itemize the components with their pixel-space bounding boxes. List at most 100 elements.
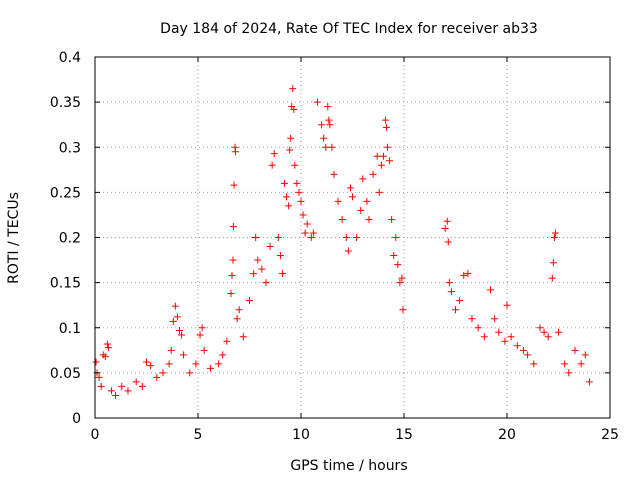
roti-point — [171, 302, 179, 310]
roti-point — [334, 197, 342, 205]
roti-point — [551, 229, 559, 237]
roti-point — [357, 206, 365, 214]
roti-point — [344, 247, 352, 255]
roti-point — [365, 215, 373, 223]
roti-point — [252, 234, 260, 241]
roti-point — [278, 270, 286, 278]
roti-point — [198, 324, 206, 332]
roti-point — [381, 116, 389, 124]
roti-point — [291, 161, 299, 169]
x-tick-labels: 0 5 10 15 20 25 — [91, 427, 619, 443]
roti-point — [342, 234, 350, 241]
roti-point — [379, 152, 387, 160]
roti-point — [571, 346, 579, 354]
y-tick-label: 0.15 — [50, 276, 81, 292]
roti-point — [276, 252, 284, 260]
roti-point — [104, 344, 112, 352]
roti-point — [577, 360, 585, 368]
roti-point — [369, 170, 377, 178]
roti-point — [283, 193, 291, 201]
roti-point — [124, 387, 132, 395]
roti-point — [107, 387, 115, 395]
y-tick-label: 0 — [72, 411, 81, 427]
roti-point — [519, 346, 527, 354]
roti-point — [231, 148, 239, 156]
y-tick-label: 0.35 — [50, 95, 81, 111]
roti-point — [215, 360, 223, 368]
roti-point — [386, 157, 394, 165]
roti-point — [524, 351, 532, 359]
roti-point — [326, 121, 334, 129]
roti-point — [540, 328, 548, 336]
roti-point — [443, 217, 451, 225]
roti-point — [503, 301, 511, 309]
x-tick-label: 0 — [91, 427, 100, 443]
roti-point — [445, 279, 453, 287]
roti-point — [192, 360, 200, 368]
roti-point — [169, 317, 177, 325]
roti-point — [373, 152, 381, 160]
roti-point — [550, 234, 558, 241]
roti-point — [254, 256, 262, 264]
grid-lines — [95, 57, 610, 418]
y-tick-label: 0.1 — [59, 321, 81, 337]
roti-point — [200, 346, 208, 354]
y-tick-label: 0.2 — [59, 231, 81, 247]
roti-point — [390, 252, 398, 260]
roti-point — [398, 274, 406, 282]
y-tick-label: 0.05 — [50, 366, 81, 382]
roti-point — [147, 362, 155, 370]
roti-point — [206, 364, 214, 372]
roti-point — [266, 243, 274, 251]
roti-point — [464, 270, 472, 278]
roti-point — [548, 274, 556, 282]
roti-point — [491, 315, 499, 323]
roti-point — [143, 358, 150, 366]
data-markers — [92, 85, 593, 399]
roti-point — [513, 342, 521, 350]
roti-point — [322, 143, 330, 151]
roti-point — [303, 220, 311, 228]
roti-point — [549, 259, 557, 267]
roti-point — [468, 315, 476, 323]
roti-point — [186, 369, 194, 377]
roti-point — [287, 134, 295, 142]
roti-point — [359, 175, 367, 183]
roti-point — [536, 324, 544, 332]
y-axis-title: ROTI / TECUs — [6, 192, 22, 284]
y-tick-labels: 0 0.05 0.1 0.15 0.2 0.25 0.3 0.35 0.4 — [50, 50, 81, 427]
roti-point — [286, 146, 294, 154]
roti-point — [487, 286, 495, 294]
roti-point — [585, 378, 593, 386]
roti-point — [165, 360, 173, 368]
roti-point — [219, 351, 227, 359]
roti-point — [330, 170, 338, 178]
roti-point — [561, 360, 569, 368]
roti-point — [349, 193, 356, 201]
roti-point — [101, 353, 109, 361]
roti-point — [230, 181, 238, 189]
roti-point — [320, 134, 328, 142]
roti-point — [388, 215, 396, 223]
roti-point — [270, 150, 278, 158]
roti-point — [239, 333, 247, 341]
roti-point — [285, 202, 293, 210]
roti-point — [581, 351, 589, 359]
roti-point — [394, 261, 402, 269]
roti-point — [180, 351, 188, 359]
roti-point — [495, 328, 503, 336]
roti-point — [178, 331, 186, 339]
x-axis-title: GPS time / hours — [290, 458, 407, 474]
roti-point — [363, 197, 371, 205]
roti-point — [441, 224, 449, 232]
roti-point — [565, 369, 573, 377]
roti-point — [307, 234, 315, 241]
roti-point — [382, 123, 390, 131]
roti-point — [309, 229, 317, 237]
roti-point — [289, 85, 297, 93]
y-tick-label: 0.3 — [59, 140, 81, 156]
roti-point — [544, 333, 552, 341]
roti-point — [293, 179, 301, 187]
y-tick-label: 0.25 — [50, 185, 81, 201]
